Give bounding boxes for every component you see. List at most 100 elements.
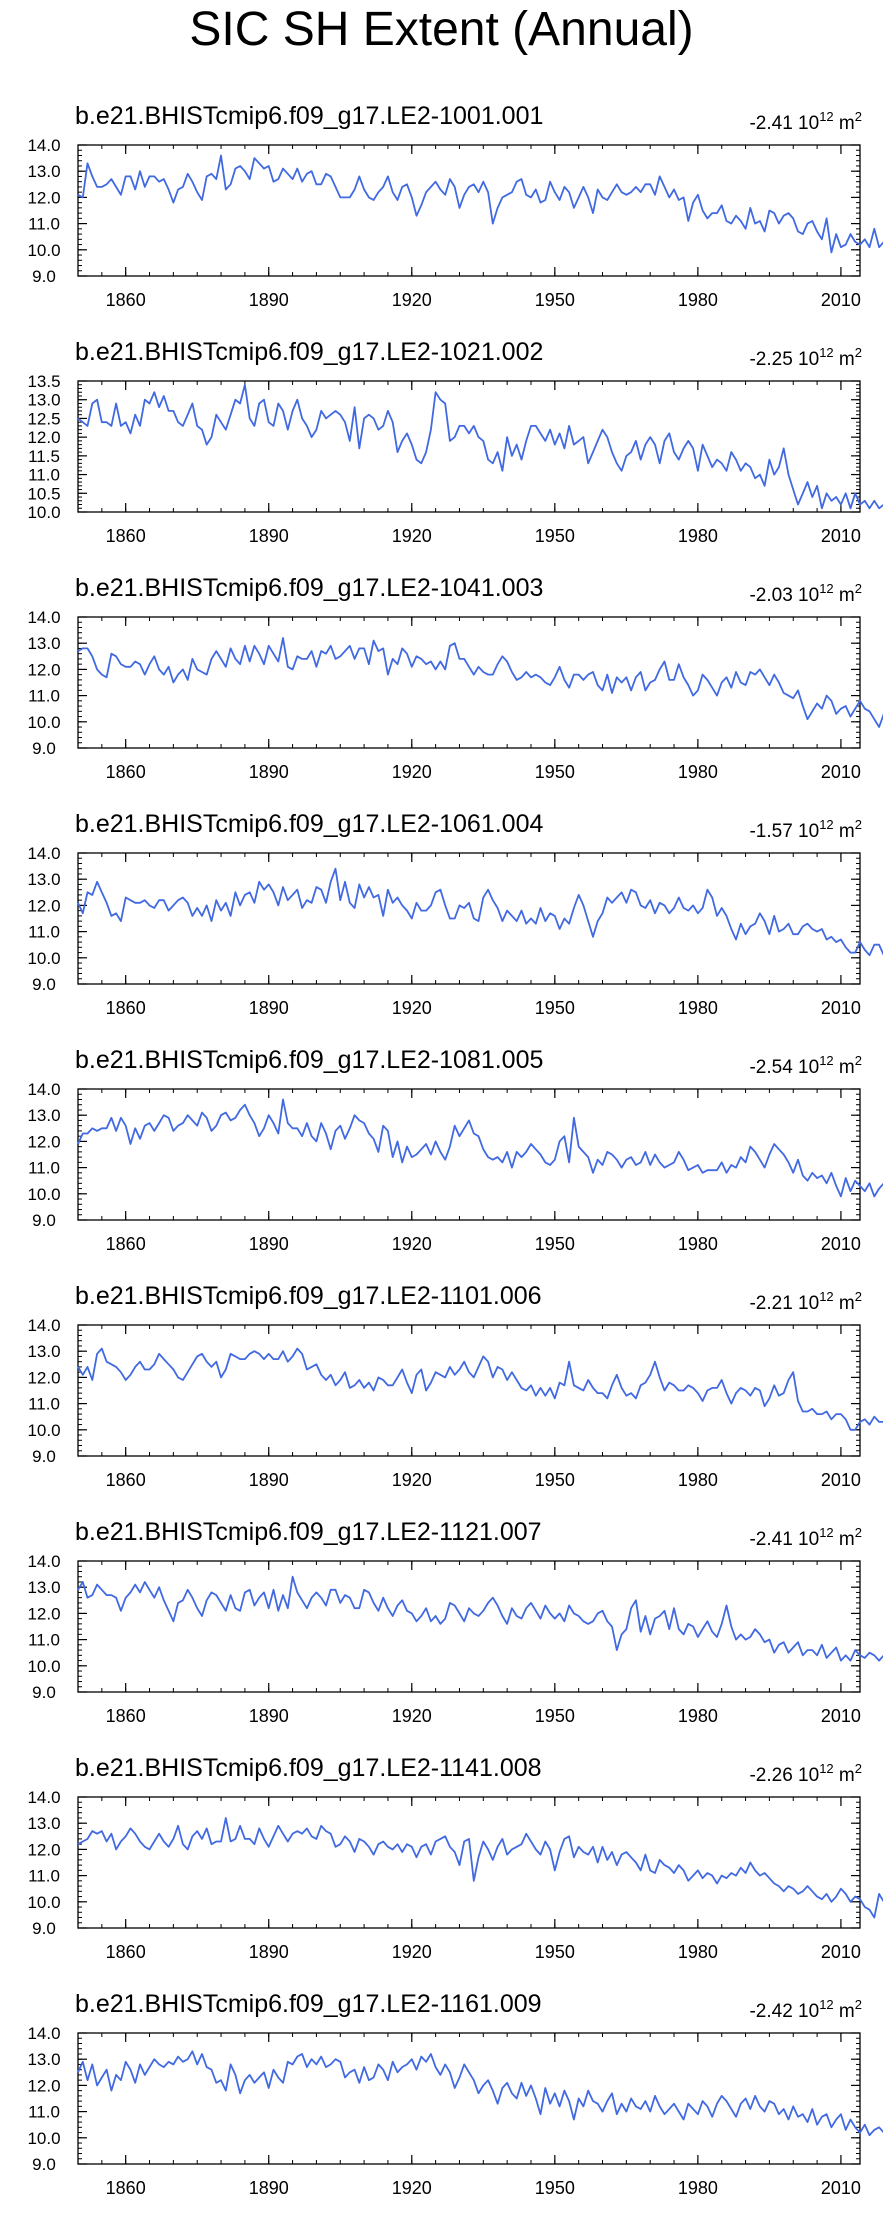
y-tick-label: 9.0 [32, 267, 56, 286]
x-tick-label: 2010 [821, 1234, 861, 1254]
chart-panel-6: b.e21.BHISTcmip6.f09_g17.LE2-1101.006 -2.… [27, 1282, 883, 1490]
x-tick-label: 1920 [392, 526, 432, 546]
plot-frame [77, 1560, 861, 1693]
trend-unit-suffix: m [834, 1529, 855, 1550]
chart-panel-7: b.e21.BHISTcmip6.f09_g17.LE2-1121.007 -2.… [27, 1518, 883, 1726]
trend-value: -2.03 [749, 585, 798, 606]
x-tick-label: 1980 [678, 998, 718, 1018]
chart-title: b.e21.BHISTcmip6.f09_g17.LE2-1121.007 [75, 1518, 542, 1546]
chart-panel-9: b.e21.BHISTcmip6.f09_g17.LE2-1161.009 -2.… [27, 1990, 883, 2198]
chart-panel-1: b.e21.BHISTcmip6.f09_g17.LE2-1001.001 -2.… [27, 102, 883, 310]
y-tick-label: 13.0 [27, 162, 60, 181]
trend-value: -2.54 [749, 1057, 798, 1078]
x-tick-label: 1890 [249, 998, 289, 1018]
trend-label: -2.26 1012 m2 [749, 1761, 862, 1786]
plot-frame [77, 380, 861, 513]
y-tick-label: 11.5 [28, 447, 60, 466]
chart-panel-8: b.e21.BHISTcmip6.f09_g17.LE2-1141.008 -2.… [27, 1754, 883, 1962]
trend-unit-suffix: m [834, 1765, 855, 1786]
y-tick-label: 10.0 [27, 503, 60, 522]
chart-panel-3: b.e21.BHISTcmip6.f09_g17.LE2-1041.003 -2.… [27, 574, 883, 782]
trend-unit-base: 10 [798, 113, 819, 134]
chart-panel-2: b.e21.BHISTcmip6.f09_g17.LE2-1021.002 -2.… [27, 338, 883, 546]
y-tick-label: 10.0 [27, 949, 60, 968]
x-tick-label: 1980 [678, 290, 718, 310]
x-tick-label: 1890 [249, 2178, 289, 2198]
trend-unit-base: 10 [798, 821, 819, 842]
trend-unit-suffix: m [834, 1293, 855, 1314]
series-line [77, 1098, 883, 1198]
y-tick-label: 12.0 [27, 1840, 60, 1859]
y-tick-label: 9.0 [32, 975, 56, 994]
trend-unit-base: 10 [798, 1765, 819, 1786]
x-tick-label: 1890 [249, 526, 289, 546]
x-tick-label: 1920 [392, 1706, 432, 1726]
trend-value: -2.21 [749, 1293, 798, 1314]
y-tick-label: 10.0 [27, 1893, 60, 1912]
trend-unit-sup: 2 [855, 1289, 862, 1304]
trend-unit-exponent: 12 [819, 1053, 833, 1068]
x-tick-label: 1860 [106, 1234, 146, 1254]
x-tick-label: 1860 [106, 1706, 146, 1726]
y-tick-label: 14.0 [27, 1080, 60, 1099]
y-tick-label: 14.0 [27, 2024, 60, 2043]
trend-unit-exponent: 12 [819, 1525, 833, 1540]
x-tick-label: 1950 [535, 1942, 575, 1962]
trend-value: -2.26 [749, 1765, 798, 1786]
y-tick-label: 11.0 [28, 1631, 60, 1650]
series-line [77, 1817, 883, 1919]
page-title: SIC SH Extent (Annual) [189, 3, 694, 56]
trend-value: -2.41 [749, 1529, 798, 1550]
y-tick-label: 11.0 [28, 1867, 60, 1886]
series-line [77, 867, 883, 957]
x-tick-label: 1890 [249, 290, 289, 310]
y-tick-label: 13.5 [27, 372, 60, 391]
trend-unit-exponent: 12 [819, 581, 833, 596]
trend-unit-exponent: 12 [819, 1289, 833, 1304]
y-tick-label: 13.0 [27, 1814, 60, 1833]
y-tick-label: 9.0 [32, 1447, 56, 1466]
plot-frame [77, 2032, 861, 2165]
trend-unit-sup: 2 [855, 1525, 862, 1540]
trend-unit-sup: 2 [855, 581, 862, 596]
series-line [77, 2050, 883, 2137]
trend-unit-sup: 2 [855, 345, 862, 360]
chart-panel-4: b.e21.BHISTcmip6.f09_g17.LE2-1061.004 -1.… [27, 810, 883, 1018]
chart-title: b.e21.BHISTcmip6.f09_g17.LE2-1081.005 [75, 1046, 543, 1074]
x-tick-label: 1860 [106, 290, 146, 310]
x-tick-label: 1920 [392, 290, 432, 310]
x-tick-label: 1980 [678, 1234, 718, 1254]
x-tick-label: 1860 [106, 998, 146, 1018]
x-tick-label: 1980 [678, 526, 718, 546]
trend-label: -2.03 1012 m2 [749, 581, 862, 606]
trend-unit-sup: 2 [855, 1053, 862, 1068]
x-tick-label: 1920 [392, 1470, 432, 1490]
series-line [77, 637, 883, 728]
y-tick-label: 13.0 [27, 870, 60, 889]
x-tick-label: 1950 [535, 290, 575, 310]
chart-title: b.e21.BHISTcmip6.f09_g17.LE2-1001.001 [75, 102, 543, 130]
x-tick-label: 1950 [535, 762, 575, 782]
x-tick-label: 2010 [821, 290, 861, 310]
y-tick-label: 11.0 [28, 687, 60, 706]
trend-value: -1.57 [749, 821, 798, 842]
y-tick-label: 13.0 [27, 2050, 60, 2069]
x-tick-label: 1980 [678, 1470, 718, 1490]
x-tick-label: 2010 [821, 526, 861, 546]
trend-unit-exponent: 12 [819, 817, 833, 832]
y-tick-label: 12.0 [27, 1368, 60, 1387]
chart-title: b.e21.BHISTcmip6.f09_g17.LE2-1021.002 [75, 338, 543, 366]
x-tick-label: 1950 [535, 526, 575, 546]
trend-unit-base: 10 [798, 1293, 819, 1314]
y-tick-label: 9.0 [32, 2155, 56, 2174]
series-line [77, 383, 883, 510]
y-tick-label: 11.0 [28, 1159, 60, 1178]
trend-unit-suffix: m [834, 585, 855, 606]
y-tick-label: 10.0 [27, 1657, 60, 1676]
y-tick-label: 13.0 [27, 391, 60, 410]
y-tick-label: 9.0 [32, 739, 56, 758]
y-tick-label: 9.0 [32, 1211, 56, 1230]
y-tick-label: 14.0 [27, 608, 60, 627]
y-tick-label: 10.0 [27, 1185, 60, 1204]
y-tick-label: 14.0 [27, 136, 60, 155]
